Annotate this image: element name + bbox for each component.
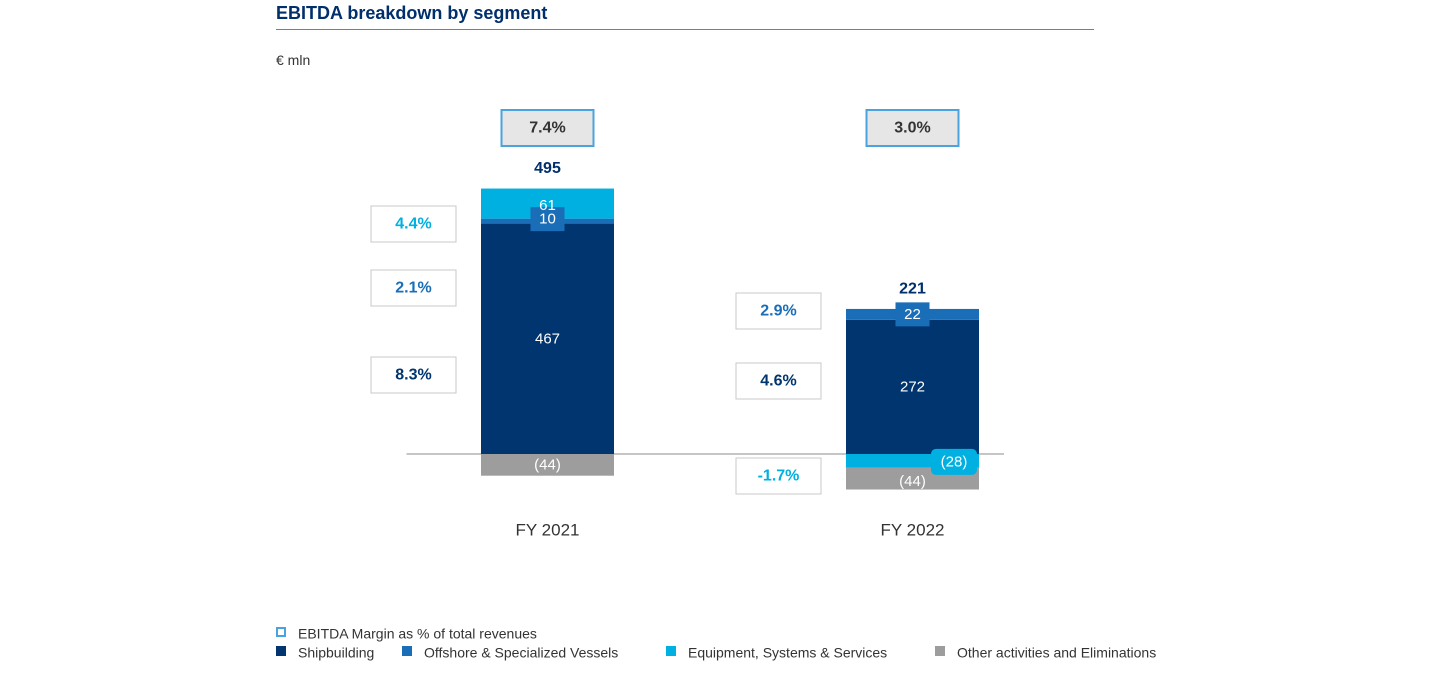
value-label-offshore-2: 22 xyxy=(904,306,921,323)
bar-segment-1-1 xyxy=(481,223,614,454)
legend-item-margin: EBITDA Margin as % of total revenues xyxy=(276,624,537,641)
legend-swatch-equipment xyxy=(666,646,676,657)
ebitda-margin-2-label: 3.0% xyxy=(894,120,930,137)
segment-margin-2-2-label: 2.9% xyxy=(760,303,796,320)
offshore-label-bg-1 xyxy=(530,207,565,232)
legend-item-equipment: Equipment, Systems & Services xyxy=(666,643,887,660)
bar-segment-2-1 xyxy=(846,319,979,454)
legend-item-offshore: Offshore & Specialized Vessels xyxy=(402,643,618,660)
x-tick-label-1: FY 2021 xyxy=(516,521,580,540)
bar-segment-1-4 xyxy=(481,454,614,476)
ebitda-margin-1-label: 7.4% xyxy=(529,120,565,137)
legend-label-margin: EBITDA Margin as % of total revenues xyxy=(298,625,537,642)
segment-margin-2-1-label: 4.6% xyxy=(760,373,796,390)
segment-margin-1-1-label: 8.3% xyxy=(395,367,431,384)
legend-label-offshore: Offshore & Specialized Vessels xyxy=(424,644,619,661)
value-label-equipment-2: (28) xyxy=(941,453,968,470)
value-label-offshore-1: 10 xyxy=(539,211,556,228)
x-tick-label-2: FY 2022 xyxy=(881,521,945,540)
total-label-1: 495 xyxy=(534,160,561,177)
segment-margin-2-3-label: -1.7% xyxy=(758,468,800,485)
legend-swatch-other xyxy=(935,646,945,657)
ebitda-margin-1-box xyxy=(500,109,595,147)
legend-swatch-margin xyxy=(276,627,286,638)
equipment-label-bg-2 xyxy=(931,448,977,475)
legend: EBITDA Margin as % of total revenues Shi… xyxy=(276,624,1276,668)
value-label-equipment-1: 61 xyxy=(539,197,556,214)
value-label-shipbuilding-2: 272 xyxy=(900,378,925,395)
unit-label: € mln xyxy=(276,52,311,68)
legend-item-other: Other activities and Eliminations xyxy=(935,643,1156,660)
segment-margin-1-3-label: 4.4% xyxy=(395,216,431,233)
legend-swatch-offshore xyxy=(402,646,412,657)
legend-label-equipment: Equipment, Systems & Services xyxy=(688,644,888,661)
segment-margin-2-3-box xyxy=(735,457,822,495)
segment-margin-2-2-box xyxy=(735,292,822,330)
segment-margin-1-3-box xyxy=(370,205,457,243)
ebitda-margin-2-box xyxy=(865,109,960,147)
chart-title: EBITDA breakdown by segment xyxy=(276,3,548,23)
segment-margin-1-2-box xyxy=(370,269,457,307)
legend-label-other: Other activities and Eliminations xyxy=(957,644,1157,661)
total-label-2: 221 xyxy=(899,280,926,297)
segment-margin-1-1-box xyxy=(370,356,457,394)
value-label-shipbuilding-1: 467 xyxy=(535,330,560,347)
legend-item-shipbuilding: Shipbuilding xyxy=(276,643,374,660)
title-divider xyxy=(276,29,1094,30)
value-label-other-2: (44) xyxy=(899,473,926,490)
legend-swatch-shipbuilding xyxy=(276,646,286,657)
offshore-label-bg-2 xyxy=(895,302,930,327)
segment-margin-1-2-label: 2.1% xyxy=(395,280,431,297)
value-label-other-1: (44) xyxy=(534,456,561,473)
legend-label-shipbuilding: Shipbuilding xyxy=(298,644,375,661)
segment-margin-2-1-box xyxy=(735,362,822,400)
